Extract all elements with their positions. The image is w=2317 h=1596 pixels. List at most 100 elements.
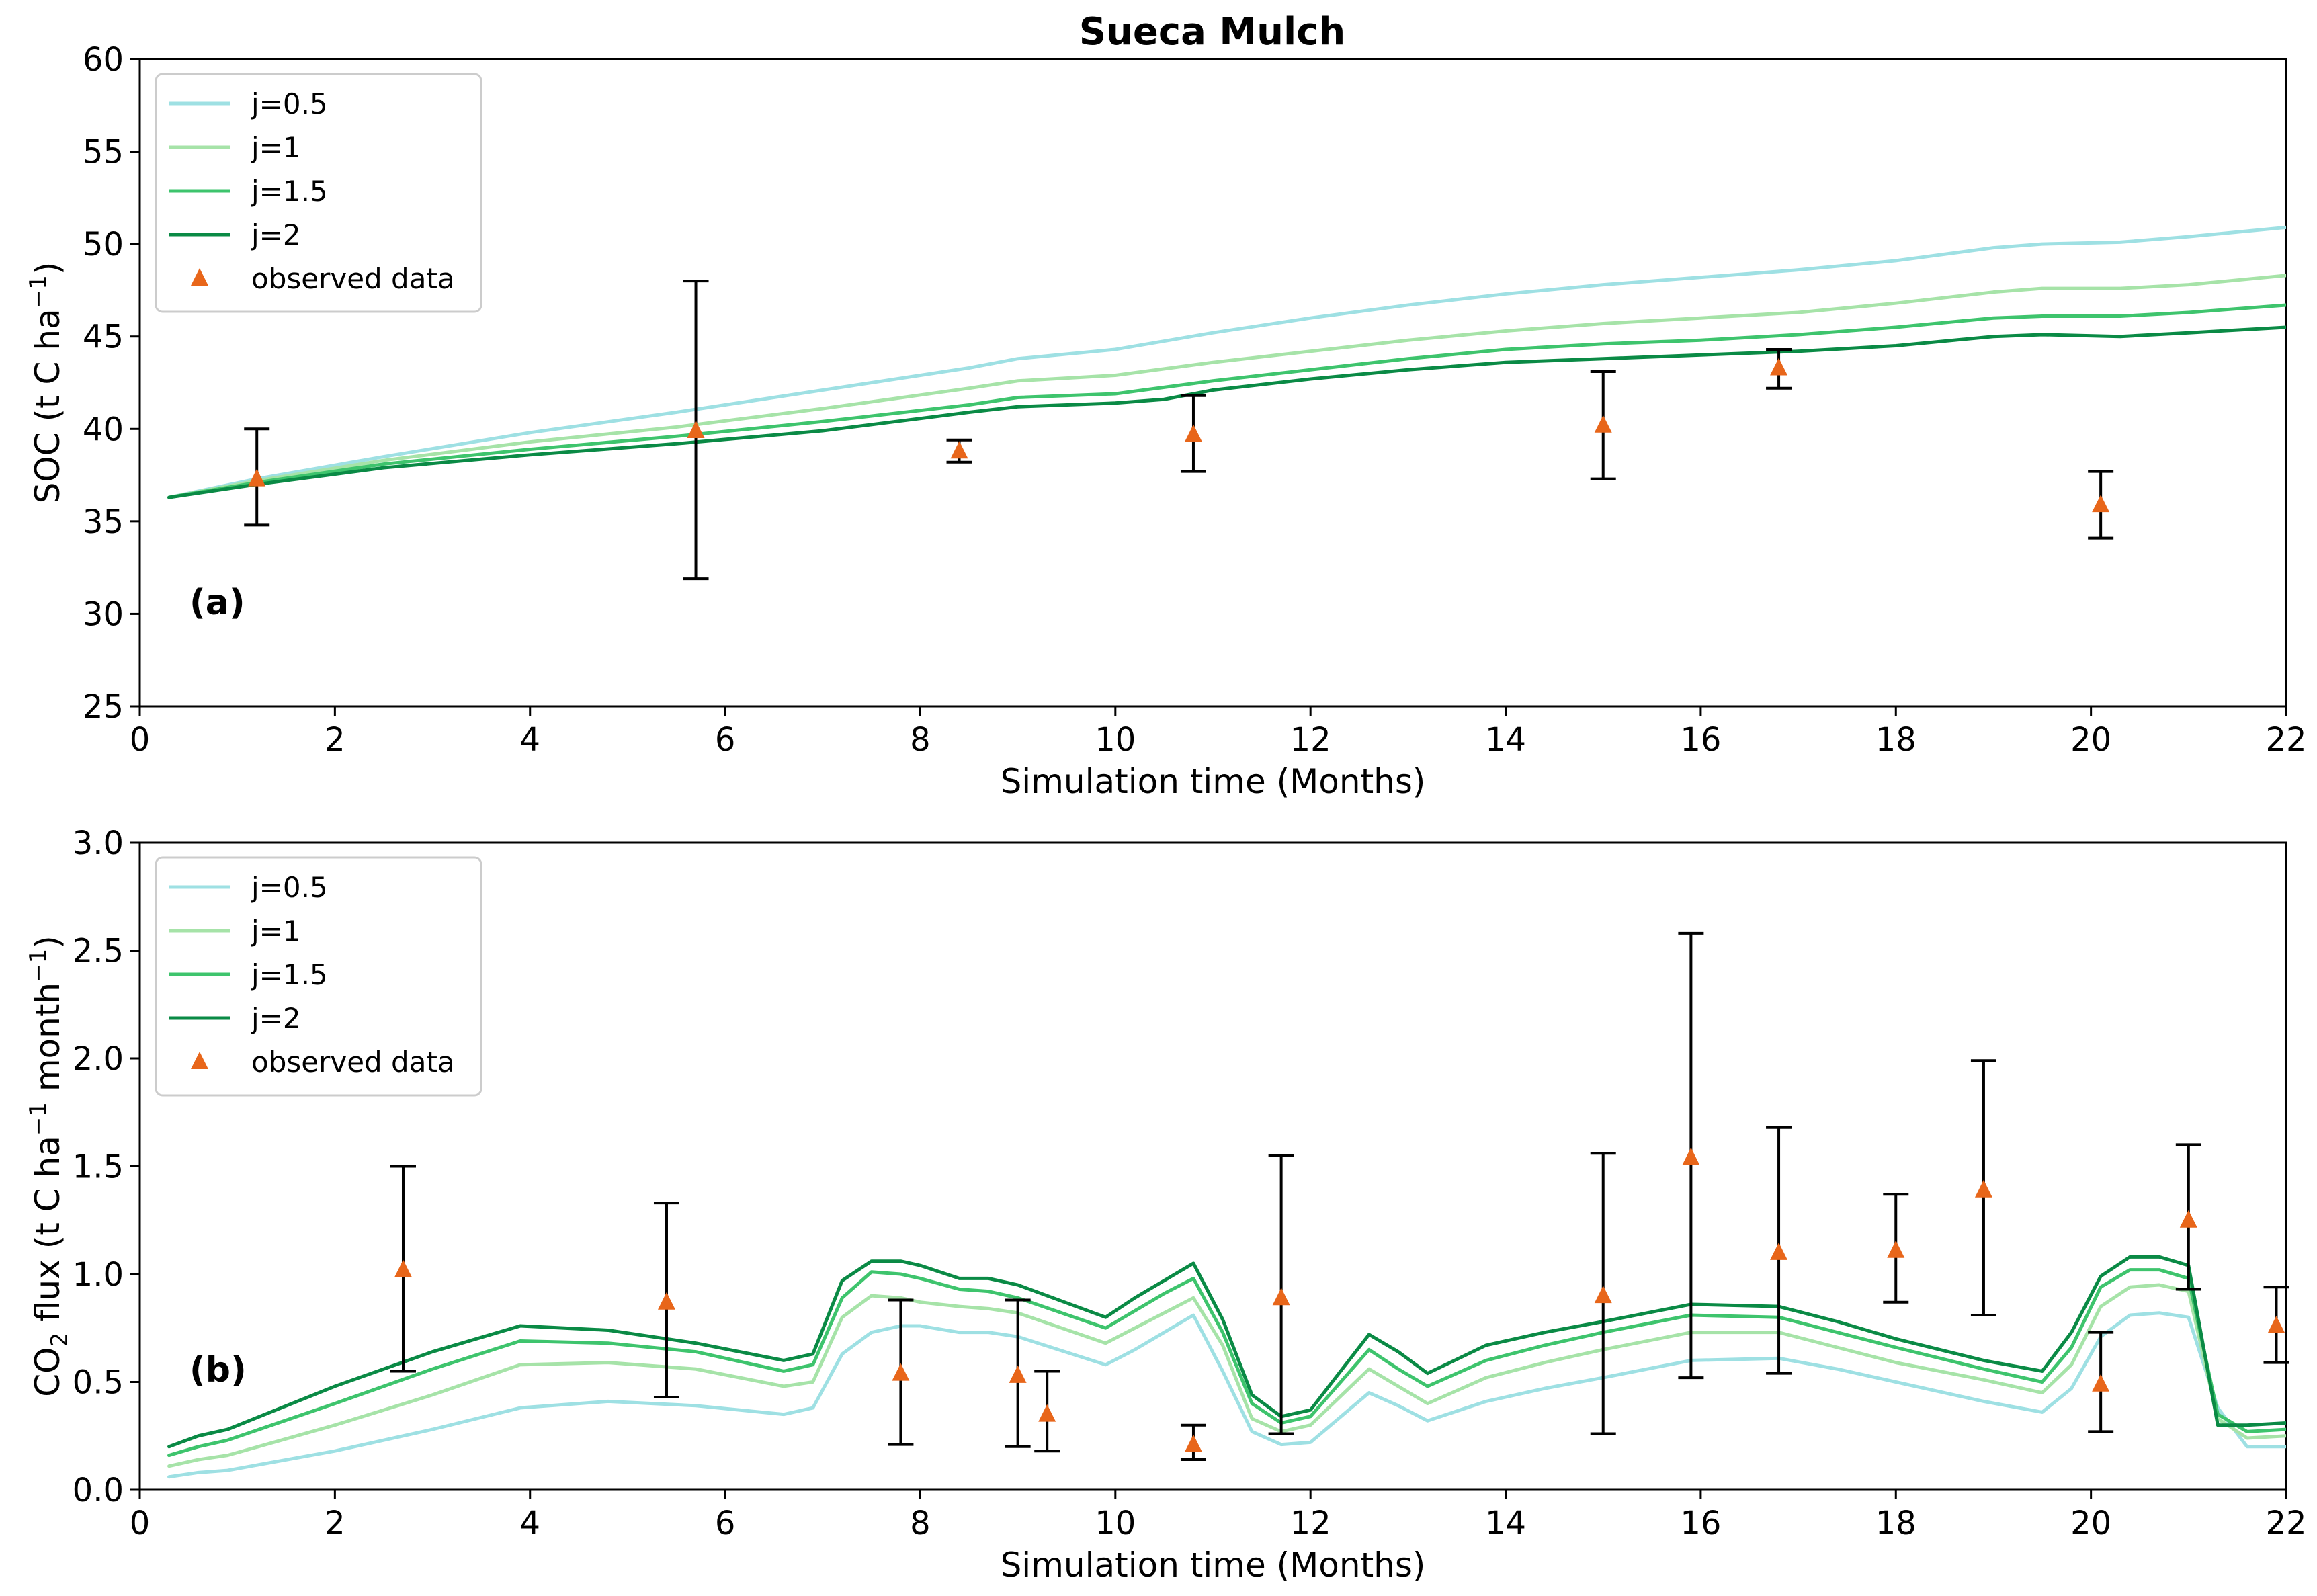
y-tick-label: 40: [83, 411, 124, 448]
observed-point: [1887, 1240, 1905, 1258]
legend-label: j=1: [251, 915, 301, 948]
y-label-b-pre: CO: [28, 1347, 67, 1397]
x-axis-a: 0 2 4 6 8 10 12 14 16 18 20 22: [130, 706, 2307, 759]
x-tick-label: 12: [1290, 1505, 1331, 1542]
observed-point: [1184, 424, 1202, 442]
x-tick-label: 0: [130, 1505, 151, 1542]
legend-swatch-observed: [191, 268, 208, 286]
x-tick-label: 0: [130, 721, 151, 759]
series-line-j-1-5: [167, 303, 2286, 499]
legend-label-observed: observed data: [251, 262, 455, 295]
observed-data-a: [244, 280, 2114, 581]
series-lines-a: [167, 225, 2286, 499]
observed-point: [1682, 1147, 1700, 1165]
y-tick-label: 45: [83, 319, 124, 356]
series-line-j-1: [167, 274, 2286, 499]
observed-point: [1594, 1286, 1612, 1304]
y-label-b-end2: ): [28, 935, 67, 949]
observed-point: [1974, 1179, 1992, 1198]
observed-point: [2092, 495, 2110, 513]
series-line-j-2: [167, 325, 2286, 499]
panel-label-a: (a): [189, 583, 245, 623]
y-axis-label-a: SOC (t C ha−1): [25, 262, 67, 504]
x-tick-label: 10: [1095, 1505, 1136, 1542]
y-tick-label: 1.0: [73, 1256, 124, 1294]
observed-point: [248, 468, 266, 487]
y-tick-label: 3.0: [73, 825, 124, 862]
y-tick-label: 25: [83, 688, 124, 726]
figure-title: Sueca Mulch: [1079, 10, 1346, 54]
series-line-j-1: [167, 1283, 2286, 1468]
y-tick-label: 50: [83, 226, 124, 263]
y-tick-label: 0.5: [73, 1364, 124, 1402]
series-line-j-1-5: [167, 1268, 2286, 1458]
y-axis-b: 0.0 0.5 1.0 1.5 2.0 2.5 3.0: [73, 825, 140, 1509]
legend-a: j=0.5 j=1 j=1.5 j=2 observed data: [155, 73, 482, 313]
chart-panel-a: 0 2 4 6 8 10 12 14 16 18 20 22 25 30 35 40 45 50 55 60 Sim…: [25, 41, 2307, 801]
y-tick-label: 2.5: [73, 933, 124, 970]
y-label-a-end: ): [28, 262, 67, 276]
series-line-j-2: [167, 1255, 2286, 1449]
y-axis-a: 25 30 35 40 45 50 55 60: [83, 41, 140, 726]
x-tick-label: 2: [325, 1505, 345, 1542]
observed-point: [2179, 1210, 2197, 1228]
y-label-a-main: SOC (t C ha: [28, 308, 67, 503]
x-tick-label: 20: [2070, 721, 2111, 759]
series-line-j-0-5: [167, 225, 2286, 499]
observed-point: [950, 441, 968, 459]
chart-panel-b: 0 2 4 6 8 10 12 14 16 18 20 22 0.0 0.5 1.0 1.5 2.0 2.5 3.…: [25, 825, 2307, 1585]
legend-b: j=0.5 j=1 j=1.5 j=2 observed data: [155, 856, 482, 1097]
legend-box: [155, 856, 482, 1097]
y-label-b-sub: 2: [46, 1333, 73, 1347]
observed-point: [1770, 358, 1788, 376]
x-tick-label: 8: [910, 721, 931, 759]
x-tick-label: 4: [519, 1505, 540, 1542]
legend-label: j=1.5: [251, 958, 328, 991]
y-tick-label: 30: [83, 595, 124, 633]
x-tick-label: 14: [1485, 721, 1526, 759]
x-tick-label: 20: [2070, 1505, 2111, 1542]
x-axis-label-a: Simulation time (Months): [1001, 762, 1426, 801]
y-label-b-main: flux (t C ha: [28, 1136, 67, 1333]
observed-point: [2267, 1316, 2285, 1334]
x-tick-label: 16: [1680, 1505, 1721, 1542]
legend-label: j=2: [251, 1002, 301, 1035]
legend-label: j=0.5: [251, 87, 328, 120]
y-label-a-sup: −1: [25, 275, 52, 308]
observed-point: [2092, 1374, 2110, 1392]
observed-point: [1272, 1288, 1290, 1306]
x-tick-label: 6: [715, 1505, 736, 1542]
y-tick-label: 60: [83, 41, 124, 79]
y-tick-label: 0.0: [73, 1472, 124, 1509]
legend-label-observed: observed data: [251, 1046, 455, 1079]
x-tick-label: 2: [325, 721, 345, 759]
x-tick-label: 18: [1876, 1505, 1916, 1542]
x-tick-label: 16: [1680, 721, 1721, 759]
observed-point: [657, 1292, 675, 1310]
observed-data-b: [390, 931, 2289, 1462]
x-tick-label: 22: [2265, 721, 2306, 759]
observed-point: [1770, 1242, 1788, 1260]
legend-label: j=2: [251, 218, 301, 251]
x-tick-label: 4: [519, 721, 540, 759]
x-tick-label: 18: [1876, 721, 1916, 759]
legend-label: j=0.5: [251, 871, 328, 904]
series-line-j-0-5: [167, 1311, 2286, 1479]
series-lines-b: [167, 1255, 2286, 1479]
x-tick-label: 12: [1290, 721, 1331, 759]
legend-label: j=1: [251, 131, 301, 164]
x-tick-label: 6: [715, 721, 736, 759]
observed-point: [1594, 415, 1612, 433]
y-label-b-sup2: −1: [25, 949, 52, 982]
y-tick-label: 55: [83, 134, 124, 171]
observed-point: [1184, 1434, 1202, 1452]
y-tick-label: 35: [83, 503, 124, 541]
y-axis-label-b: CO2 flux (t C ha−1 month−1): [25, 935, 73, 1397]
x-tick-label: 8: [910, 1505, 931, 1542]
x-tick-label: 10: [1095, 721, 1136, 759]
x-tick-label: 22: [2265, 1505, 2306, 1542]
legend-box: [155, 73, 482, 313]
legend-swatch-observed: [191, 1052, 208, 1069]
observed-point: [1009, 1365, 1027, 1383]
